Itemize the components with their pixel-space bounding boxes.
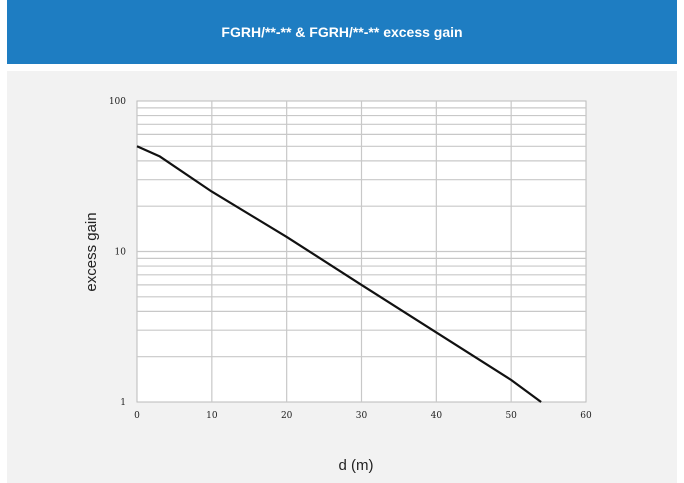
chart-title: FGRH/**-** & FGRH/**-** excess gain <box>221 24 463 40</box>
tick-labels: 0 10 20 30 40 50 60 1 10 100 <box>109 97 592 421</box>
y-tick-label: 100 <box>109 97 126 107</box>
x-tick-label: 40 <box>431 411 443 421</box>
x-axis-label: d (m) <box>339 457 374 474</box>
x-tick-label: 60 <box>580 411 592 421</box>
x-tick-label: 30 <box>356 411 368 421</box>
y-tick-label: 10 <box>115 248 127 258</box>
excess-gain-line <box>136 145 542 403</box>
x-tick-label: 10 <box>206 411 218 421</box>
x-tick-label: 0 <box>134 411 140 421</box>
x-tick-label: 20 <box>281 411 293 421</box>
y-tick-label: 1 <box>120 398 126 408</box>
chart-title-bar: FGRH/**-** & FGRH/**-** excess gain <box>7 0 677 64</box>
series-lines <box>136 145 542 403</box>
grid-lines <box>137 101 586 402</box>
y-axis-label: excess gain <box>83 212 100 291</box>
x-tick-label: 50 <box>505 411 517 421</box>
